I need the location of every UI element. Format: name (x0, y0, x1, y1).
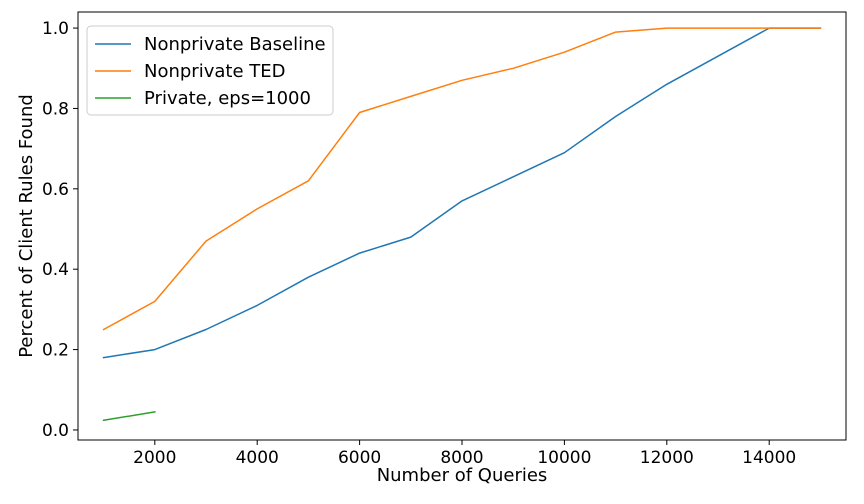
y-axis-label: Percent of Client Rules Found (16, 94, 37, 358)
x-tick-label: 14000 (742, 448, 796, 468)
y-tick-label: 1.0 (42, 19, 69, 39)
x-axis-ticks: 2000 4000 6000 8000 10000 12000 14000 (133, 440, 796, 468)
series-line-3 (102, 411, 156, 422)
y-tick-label: 0.6 (42, 180, 69, 200)
y-tick-label: 0.0 (42, 421, 69, 441)
x-tick-label: 8000 (440, 448, 483, 468)
y-tick-label: 0.4 (42, 260, 69, 280)
x-tick-label: 6000 (338, 448, 381, 468)
x-tick-label: 12000 (640, 448, 694, 468)
y-tick-label: 0.2 (42, 341, 69, 361)
x-tick-label: 2000 (133, 448, 176, 468)
legend: Nonprivate Baseline Nonprivate TED Private… (86, 25, 334, 116)
x-tick-label: 10000 (537, 448, 591, 468)
legend-label: Private, eps=1000 (144, 88, 311, 109)
series-line-1 (102, 27, 822, 359)
legend-box (86, 25, 334, 116)
series-line-2 (102, 27, 822, 331)
series-layer (102, 27, 822, 422)
x-tick-label: 4000 (236, 448, 279, 468)
y-tick-label: 0.8 (42, 99, 69, 119)
legend-label: Nonprivate Baseline (144, 34, 326, 55)
legend-label: Nonprivate TED (144, 61, 285, 82)
y-axis-ticks: 0.0 0.2 0.4 0.6 0.8 1.0 (42, 19, 78, 441)
x-axis-label: Number of Queries (377, 465, 548, 486)
